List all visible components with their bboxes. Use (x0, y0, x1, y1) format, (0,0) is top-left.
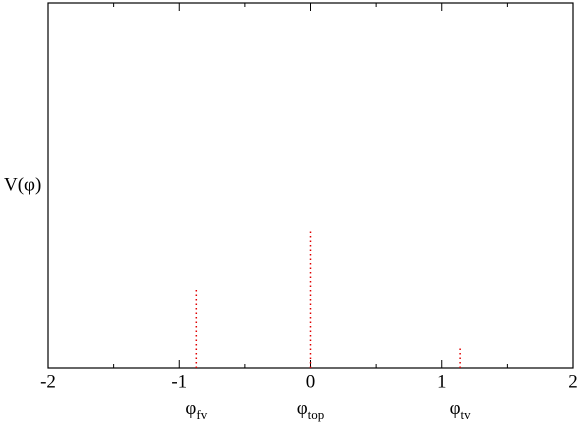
x-tick-label: -1 (171, 371, 187, 392)
marker-label: φfv (185, 398, 207, 422)
x-tick-label: -2 (40, 371, 56, 392)
marker-label: φtv (450, 398, 472, 422)
marker-subscript: tv (461, 407, 472, 422)
marker-label: φtop (297, 398, 325, 422)
x-tick-label: 1 (437, 371, 447, 392)
y-axis-label: V(φ) (4, 174, 41, 195)
marker-symbol: φ (297, 398, 308, 419)
marker-subscript: top (308, 407, 325, 422)
marker-symbol: φ (185, 398, 196, 419)
x-tick-label: 2 (568, 371, 578, 392)
marker-subscript: fv (196, 407, 207, 422)
marker-symbol: φ (450, 398, 461, 419)
x-tick-label: 0 (306, 371, 316, 392)
